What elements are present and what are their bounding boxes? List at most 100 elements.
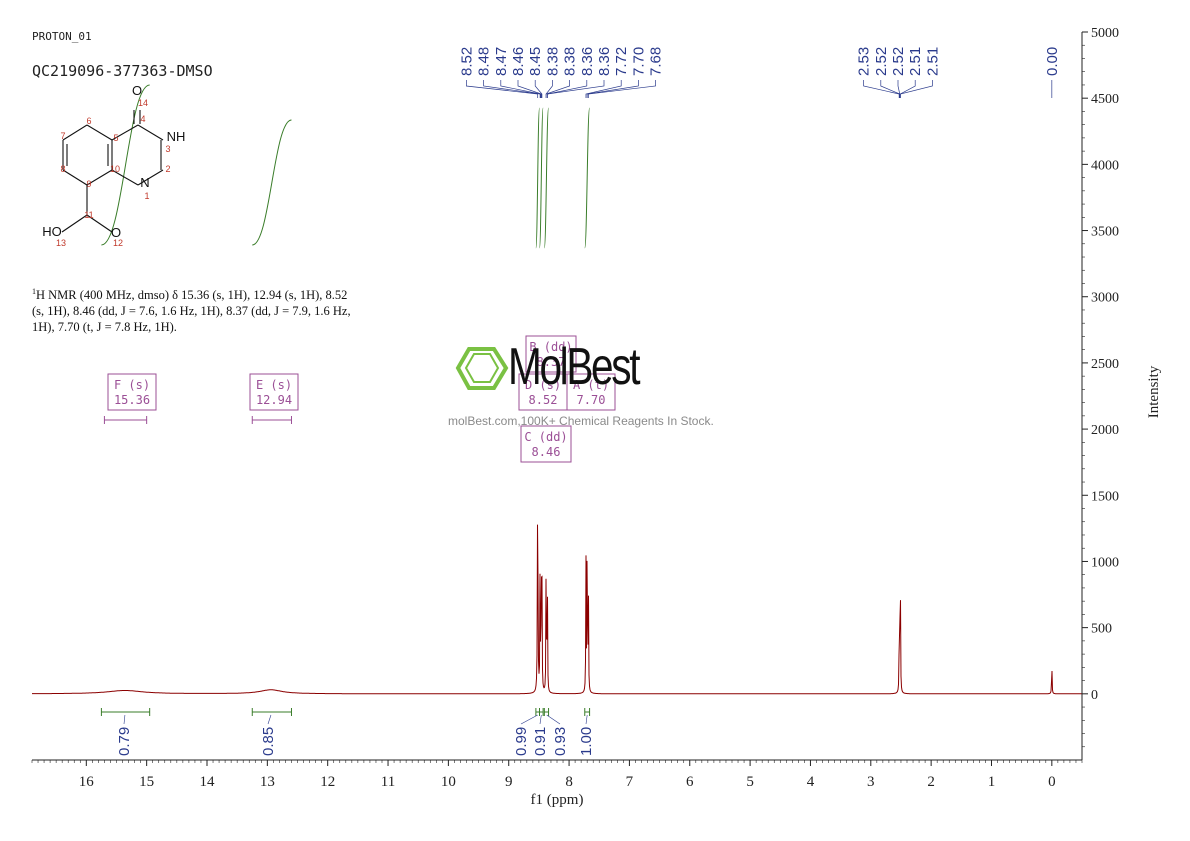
aromatic-peak-label: 8.38	[562, 47, 579, 76]
multiplet-letter: D (s)	[525, 378, 561, 392]
integration-value: 0.91	[532, 727, 549, 756]
y-tick-label: 1000	[1091, 555, 1119, 570]
aromatic-peak-label: 7.72	[613, 47, 630, 76]
multiplet-value: 7.70	[577, 393, 606, 407]
aromatic-peak-label: 8.45	[527, 47, 544, 76]
solvent-peak-label: 2.51	[907, 47, 924, 76]
bond	[111, 169, 139, 186]
atom-number: 4	[140, 114, 145, 124]
multiplet-box	[525, 335, 577, 373]
x-tick-label: 2	[927, 774, 935, 790]
bond	[137, 169, 164, 186]
aromatic-peak-leader	[466, 80, 539, 98]
solvent-peak-label: 2.52	[873, 47, 890, 76]
solvent-peak-leader	[880, 80, 901, 98]
tms-peak-label: 0.00	[1044, 47, 1061, 76]
atom-label: N	[140, 175, 149, 190]
x-tick-label: 6	[686, 774, 694, 790]
x-tick-label: 0	[1048, 774, 1056, 790]
spectrum-trace-group	[32, 524, 1082, 695]
integration-leader	[539, 714, 542, 725]
aromatic-peak-leader	[500, 80, 542, 98]
y-tick-label: 5000	[1091, 26, 1119, 41]
x-tick-label: 3	[867, 774, 875, 790]
y-tick-label: 2500	[1091, 357, 1119, 372]
multiplet-box	[107, 373, 157, 411]
atom-number: 7	[60, 131, 65, 141]
solvent-peak-label: 2.53	[856, 47, 873, 76]
bond	[86, 124, 113, 141]
solvent-peak-leader	[863, 80, 900, 98]
multiplet-value: 15.36	[114, 393, 150, 407]
integration-leader	[123, 714, 126, 725]
multiplet-box	[566, 373, 616, 411]
aromatic-peak-leader	[585, 80, 622, 98]
experiment-name: PROTON_01	[32, 30, 92, 43]
aromatic-peak-leader	[517, 80, 542, 98]
atom-number: 8	[60, 164, 65, 174]
atom-number: 14	[138, 98, 148, 108]
multiplet-value: 12.94	[256, 393, 292, 407]
aromatic-peak-label: 8.38	[544, 47, 561, 76]
integration-leader	[546, 714, 561, 725]
atom-number: 5	[113, 133, 118, 143]
bond	[86, 169, 113, 186]
x-axis: 16 15 14 13 12 11 10 9 8 7 6 5 4 3 2 1 0	[31, 759, 1083, 790]
y-tick-label: 1500	[1091, 489, 1119, 504]
x-tick-label: 8	[565, 774, 573, 790]
multiplet-boxes: F (s)15.36 E (s)12.94 B (dd)8.37 D (s)8.52 A…	[103, 335, 616, 463]
integration-value: 0.99	[513, 727, 530, 756]
y-tick-label: 3000	[1091, 291, 1119, 306]
integration-value: 1.00	[578, 727, 595, 756]
integral-curve	[101, 84, 150, 246]
integral-curves	[101, 84, 591, 249]
y-tick-label: 3500	[1091, 225, 1119, 240]
integral-curve	[539, 107, 544, 249]
bond	[62, 169, 88, 186]
aromatic-peak-leader	[545, 80, 570, 98]
aromatic-peak-label: 8.36	[596, 47, 613, 76]
solvent-peak-label: 2.52	[890, 47, 907, 76]
multiplet-box	[249, 373, 299, 411]
aromatic-peak-leader	[483, 80, 541, 98]
watermark-hexagon	[455, 347, 509, 390]
multiplet-letter: C (dd)	[524, 430, 567, 444]
bond	[137, 124, 164, 141]
atom-label: NH	[167, 129, 186, 144]
peak-labels: 8.52 8.48 8.47 8.46 8.45 8.38 8.38 8.36 8.36 7.72…	[458, 47, 1061, 98]
integration-leader	[267, 714, 272, 725]
multiplet-box	[520, 425, 572, 463]
atom-number: 13	[56, 238, 66, 248]
integration-leader	[585, 714, 588, 725]
x-tick-label: 5	[746, 774, 754, 790]
aromatic-peak-label: 8.46	[510, 47, 527, 76]
atom-label: HO	[42, 224, 62, 239]
solvent-peak-leader	[900, 80, 933, 98]
watermark-inner-ring	[464, 353, 500, 383]
x-axis-label: f1 (ppm)	[531, 792, 584, 808]
atom-number: 12	[113, 238, 123, 248]
bond	[62, 124, 88, 141]
integral-curve	[584, 107, 591, 249]
integration-value: 0.79	[116, 727, 133, 756]
x-tick-label: 13	[260, 774, 275, 790]
aromatic-peak-label: 7.70	[630, 47, 647, 76]
integral-curve	[543, 107, 550, 249]
integration-leader	[520, 714, 538, 725]
atom-number: 3	[165, 144, 170, 154]
integration-values: 0.79 0.85 0.99 0.91 0.93 1.00	[100, 708, 595, 756]
x-tick-label: 10	[441, 774, 456, 790]
solvent-peak-leader	[897, 80, 901, 98]
aromatic-peak-label: 8.52	[458, 47, 475, 76]
description-text: H NMR (400 MHz, dmso) δ 15.36 (s, 1H), 1…	[32, 288, 351, 335]
multiplet-letter: E (s)	[256, 378, 292, 392]
y-tick-label: 2000	[1091, 423, 1119, 438]
atom-label: O	[132, 83, 142, 98]
y-tick-label: 4500	[1091, 92, 1119, 107]
multiplet-letter: F (s)	[114, 378, 150, 392]
integral-curve	[535, 107, 540, 249]
atom-number: 11	[84, 210, 93, 220]
multiplet-value: 8.52	[529, 393, 558, 407]
atom-number: 6	[86, 116, 91, 126]
